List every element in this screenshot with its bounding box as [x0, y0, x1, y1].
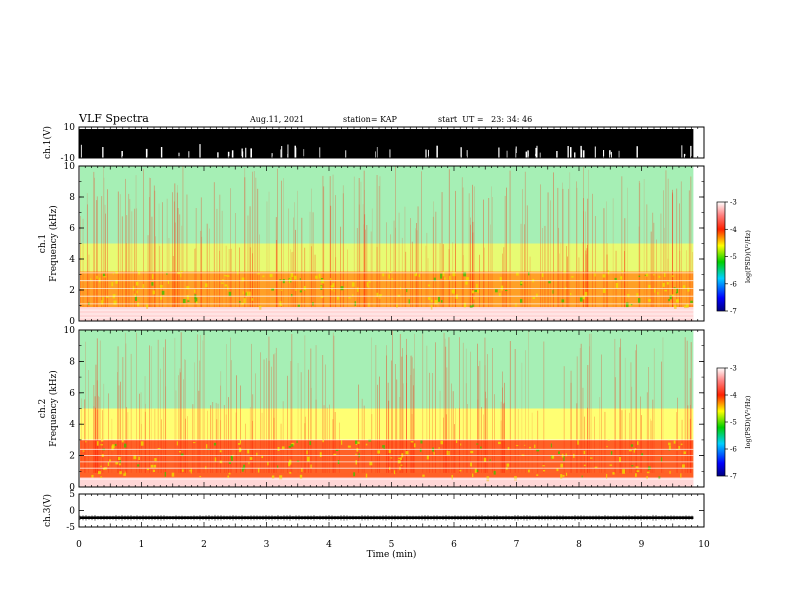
colorbar-label: log(PSD)(V²/Hz) [744, 395, 752, 448]
psd-band [80, 408, 694, 440]
date-label: Aug.11, 2021 [250, 115, 305, 124]
ytick-label: 2 [69, 286, 75, 296]
xtick-label: 10 [698, 540, 710, 550]
ytick-label: 6 [69, 224, 75, 234]
colorbar [716, 367, 726, 477]
xtick-label: 9 [639, 540, 645, 550]
low-freq-region [80, 477, 694, 487]
ytick-label: 0 [69, 507, 75, 517]
colorbar-tick-label: -5 [730, 419, 737, 427]
ytick-label: 10 [64, 123, 76, 133]
y-axis-label-ch3: ch.3(V) [42, 494, 53, 527]
spectrogram-1 [80, 166, 694, 321]
psd-band [80, 166, 694, 244]
psd-band [80, 243, 694, 272]
ytick-label: 2 [69, 452, 75, 462]
colorbar-tick-label: -7 [730, 473, 737, 481]
colorbar [716, 201, 726, 312]
y-axis-label-frequency: Frequency (kHz) [48, 370, 59, 447]
y-axis-label-frequency: Frequency (kHz) [48, 205, 59, 282]
ytick-label: 6 [69, 389, 75, 399]
xtick-label: 4 [326, 540, 332, 550]
xtick-label: 5 [389, 540, 395, 550]
ch3-waveform-trace [80, 516, 694, 519]
y-axis-label-ch1: ch.1 [38, 234, 48, 253]
xtick-label: 6 [451, 540, 457, 550]
colorbar-tick-label: -4 [730, 226, 737, 234]
ytick-label: -10 [61, 154, 76, 164]
psd-band [80, 330, 694, 409]
station-label: station= KAP [343, 115, 397, 124]
x-axis-label: Time (min) [367, 549, 417, 560]
ytick-label: 8 [69, 193, 75, 203]
xtick-label: 1 [139, 540, 145, 550]
ytick-label: 4 [69, 255, 75, 265]
xtick-label: 3 [264, 540, 270, 550]
colorbar-label: log(PSD)(V²/Hz) [744, 230, 752, 283]
ytick-label: 8 [69, 357, 75, 367]
ytick-label: 10 [64, 162, 76, 172]
spectrogram-2 [80, 330, 694, 487]
xtick-label: 0 [76, 540, 82, 550]
ch1-waveform-fill [79, 129, 694, 158]
start-ut-label: start UT = 23: 34: 46 [438, 115, 533, 124]
y-axis-label-ch1: ch.1(V) [42, 126, 53, 159]
y-axis-label-ch2: ch.2 [38, 399, 48, 418]
xtick-label: 8 [576, 540, 582, 550]
ytick-label: 0 [69, 317, 75, 327]
colorbar-tick-label: -4 [730, 392, 737, 400]
ytick-label: 5 [69, 490, 75, 500]
xtick-label: 2 [201, 540, 207, 550]
chart-title: VLF Spectra [79, 112, 149, 125]
ytick-label: -5 [66, 523, 75, 533]
colorbar-tick-label: -6 [730, 280, 737, 288]
colorbar-tick-label: -7 [730, 308, 737, 316]
ytick-label: 10 [64, 326, 76, 336]
psd-band [80, 271, 694, 308]
ytick-label: 0 [69, 483, 75, 493]
colorbar-tick-label: -6 [730, 446, 737, 454]
colorbar-tick-label: -5 [730, 253, 737, 261]
ytick-label: 4 [69, 420, 75, 430]
colorbar-tick-label: -3 [730, 199, 737, 207]
colorbar-tick-label: -3 [730, 365, 737, 373]
xtick-label: 7 [514, 540, 520, 550]
